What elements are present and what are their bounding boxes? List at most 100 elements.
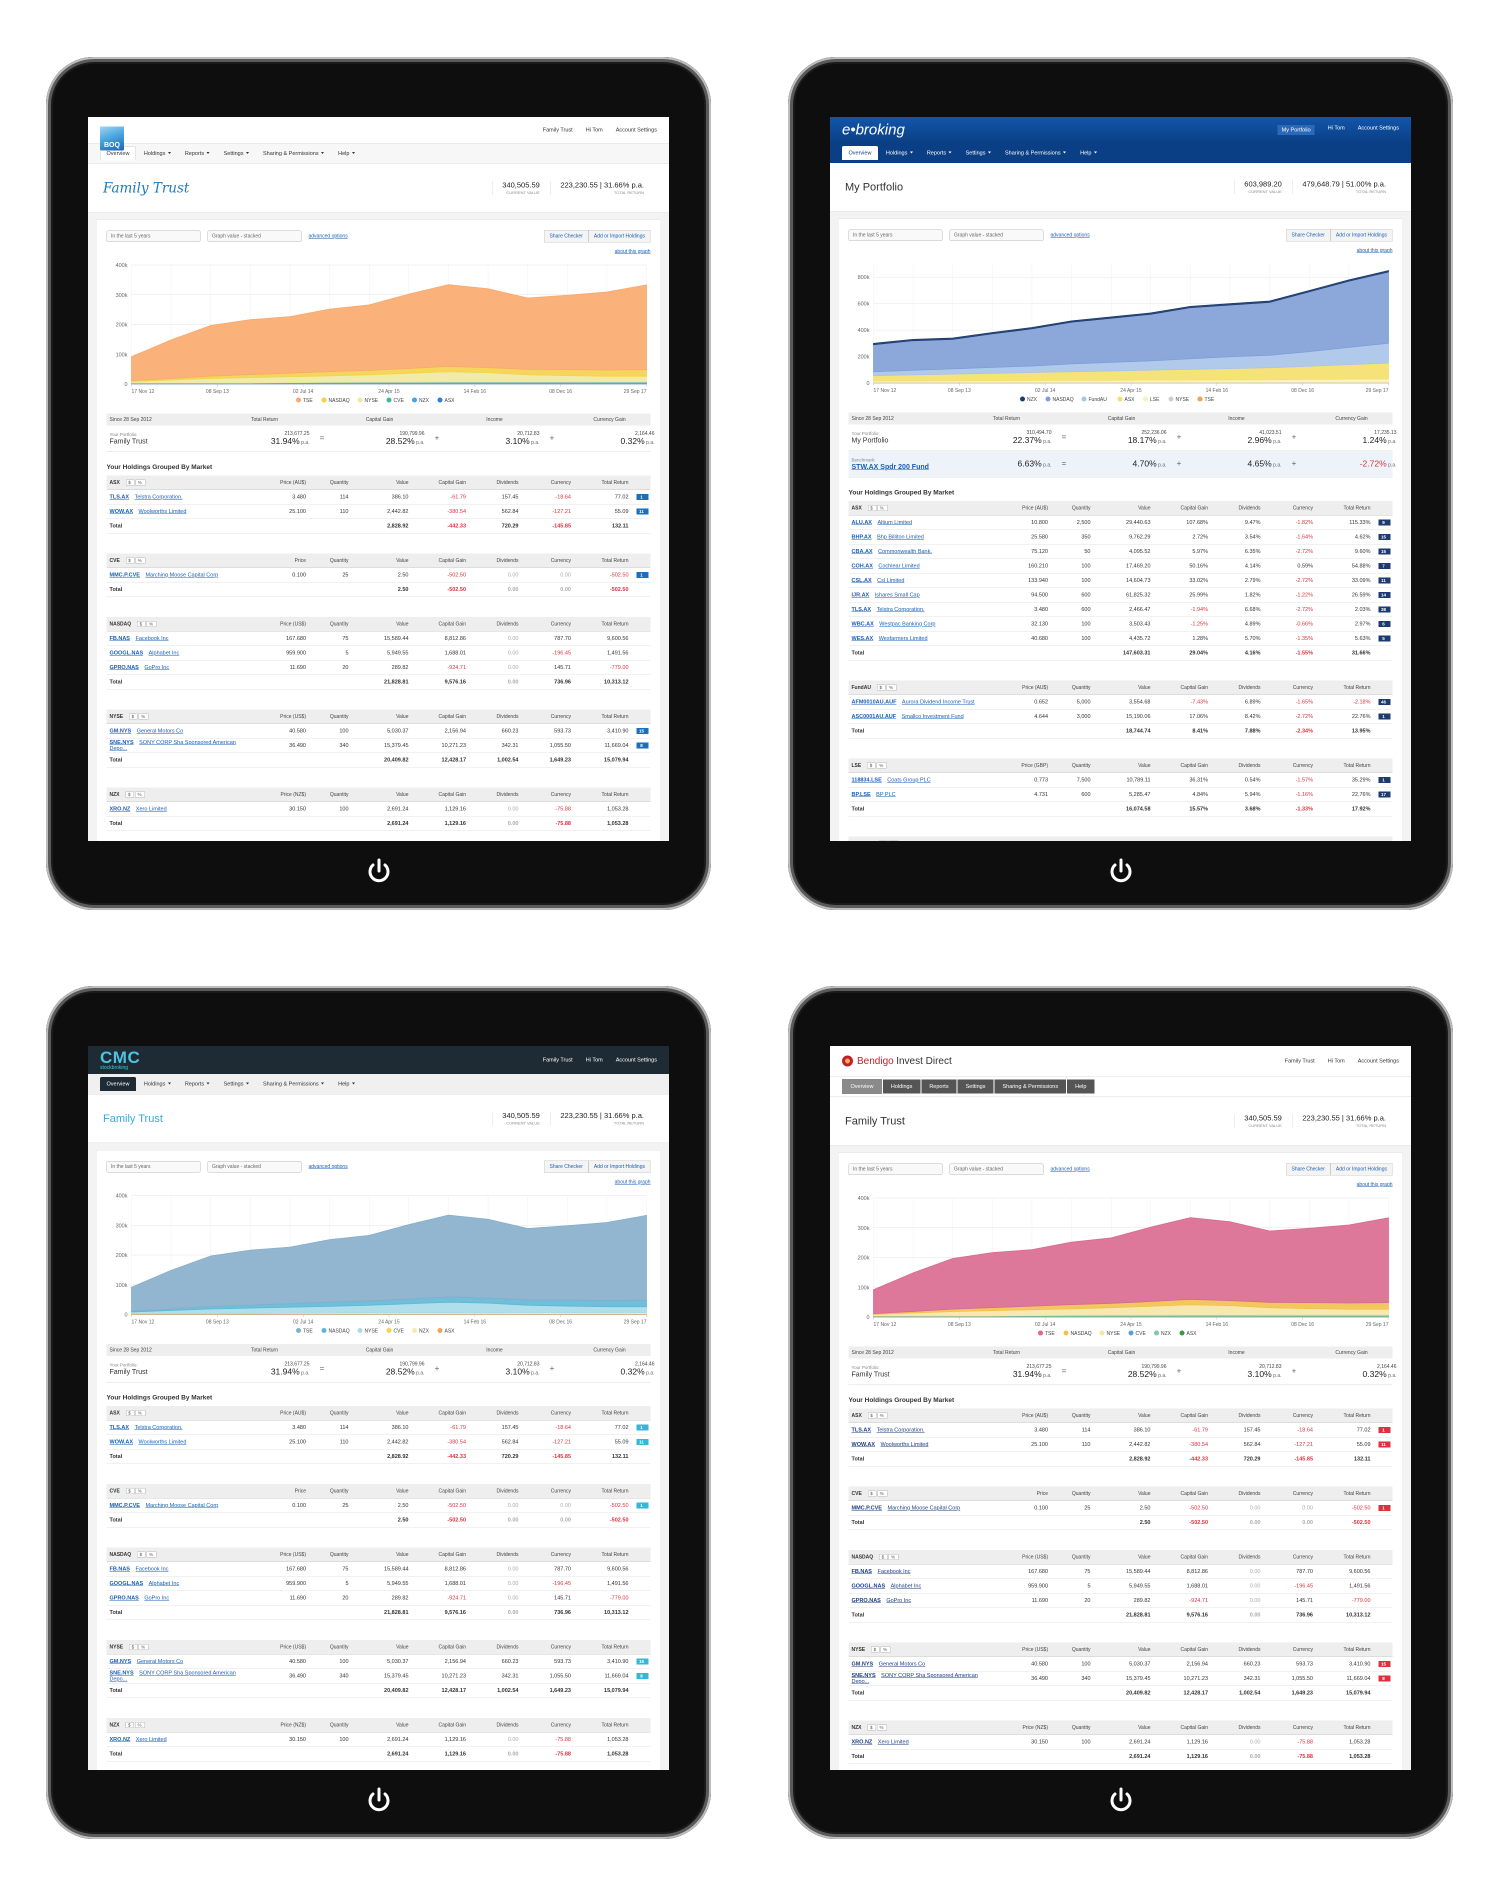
holding-code[interactable]: COH.AX bbox=[851, 563, 873, 569]
column-header[interactable]: Quantity bbox=[1071, 1724, 1091, 1731]
menu-item[interactable]: Account Settings bbox=[615, 127, 657, 133]
nav-tab[interactable]: Sharing & Permissions bbox=[999, 147, 1072, 160]
column-header[interactable]: Quantity bbox=[329, 713, 349, 720]
column-header[interactable]: Quantity bbox=[329, 621, 349, 627]
toggle[interactable]: $ bbox=[879, 1554, 888, 1560]
alert-badge[interactable]: 15 bbox=[1378, 548, 1391, 555]
nav-tab[interactable]: Settings bbox=[218, 1078, 255, 1091]
holding-company[interactable]: Xero Limited bbox=[135, 1736, 167, 1743]
column-header[interactable]: Capital Gain bbox=[1180, 505, 1208, 511]
column-header[interactable]: Dividends bbox=[496, 621, 519, 627]
column-header[interactable]: Price (US$) bbox=[1022, 1646, 1048, 1653]
alert-badge[interactable]: 8 bbox=[1378, 1675, 1391, 1682]
holding-code[interactable]: IJR.AX bbox=[851, 592, 870, 598]
column-header[interactable]: Quantity bbox=[329, 1410, 349, 1416]
holding-company[interactable]: General Motors Co bbox=[136, 728, 184, 734]
holding-company[interactable]: GoPro Inc bbox=[144, 1595, 170, 1601]
column-header[interactable]: Currency bbox=[550, 1644, 571, 1650]
toggle[interactable]: $ bbox=[867, 1724, 877, 1731]
alert-badge[interactable]: 8 bbox=[636, 1673, 649, 1679]
alert-badge[interactable]: 5 bbox=[1378, 635, 1391, 642]
toggle[interactable]: % bbox=[888, 840, 899, 841]
toggle[interactable]: $ bbox=[137, 621, 146, 627]
button[interactable]: Share Checker bbox=[544, 1160, 589, 1173]
column-header[interactable]: Total Return bbox=[1343, 1554, 1371, 1560]
holding-company[interactable]: BP PLC bbox=[876, 791, 896, 798]
advanced-link[interactable]: advanced options bbox=[1050, 1166, 1090, 1172]
select[interactable]: In the last 5 years bbox=[106, 230, 201, 242]
nav-tab[interactable]: Sharing & Permissions bbox=[994, 1079, 1067, 1094]
holding-company[interactable]: Commonwealth Bank. bbox=[878, 548, 932, 555]
column-header[interactable]: Capital Gain bbox=[1180, 684, 1208, 691]
alert-badge[interactable]: 11 bbox=[636, 1439, 649, 1445]
nav-tab[interactable]: Help bbox=[332, 147, 361, 160]
holding-code[interactable]: MMC.P.CVE bbox=[109, 572, 140, 578]
column-header[interactable]: Value bbox=[396, 621, 409, 627]
column-header[interactable]: Quantity bbox=[329, 557, 349, 564]
column-header[interactable]: Quantity bbox=[1071, 505, 1091, 511]
column-header[interactable]: Value bbox=[1138, 1724, 1151, 1731]
column-header[interactable]: Dividends bbox=[1238, 1554, 1261, 1560]
column-header[interactable]: Dividends bbox=[1238, 1412, 1261, 1419]
holding-company[interactable]: Woolworths Limited bbox=[880, 1441, 929, 1448]
holding-code[interactable]: WBC.AX bbox=[851, 621, 874, 627]
button[interactable]: Add or Import Holdings bbox=[588, 229, 651, 243]
holding-company[interactable]: Woolworths Limited bbox=[138, 1439, 187, 1445]
holding-company[interactable]: General Motors Co bbox=[136, 1658, 184, 1665]
column-header[interactable]: Total Return bbox=[601, 479, 629, 486]
holding-code[interactable]: SNE.NYS bbox=[851, 1672, 876, 1679]
column-header[interactable]: Price (NZ$) bbox=[280, 791, 306, 798]
select[interactable]: In the last 5 years bbox=[848, 1163, 943, 1175]
column-header[interactable]: Value bbox=[396, 557, 409, 564]
holding-company[interactable]: Ishares Small Cap bbox=[874, 592, 920, 598]
column-header[interactable]: Total Return bbox=[1343, 1724, 1371, 1731]
alert-badge[interactable]: 14 bbox=[1378, 592, 1391, 598]
holding-code[interactable]: SNE.NYS bbox=[109, 1670, 134, 1676]
alert-badge[interactable]: 11 bbox=[1378, 577, 1391, 584]
about-link[interactable]: about this graph bbox=[1356, 248, 1393, 254]
alert-badge[interactable]: 1 bbox=[636, 494, 649, 500]
menu-item[interactable]: Hi Tom bbox=[1327, 125, 1345, 131]
holding-code[interactable]: TLS.AX bbox=[109, 1424, 130, 1431]
button[interactable]: Share Checker bbox=[544, 229, 589, 243]
holding-company[interactable]: Xero Limited bbox=[135, 806, 167, 812]
toggle[interactable]: $ bbox=[125, 557, 135, 564]
column-header[interactable]: Dividends bbox=[1238, 505, 1261, 511]
toggle[interactable]: % bbox=[138, 1644, 149, 1650]
menu-item[interactable]: Account Settings bbox=[615, 1057, 657, 1063]
column-header[interactable]: Value bbox=[1138, 1554, 1151, 1560]
column-header[interactable]: Quantity bbox=[1071, 1554, 1091, 1560]
alert-badge[interactable]: 1 bbox=[1378, 777, 1391, 783]
column-header[interactable]: Capital Gain bbox=[438, 713, 466, 720]
menu-item[interactable]: Account Settings bbox=[1357, 125, 1399, 131]
column-header[interactable]: Dividends bbox=[1238, 1490, 1261, 1497]
holding-code[interactable]: ASC0001AU.AUF bbox=[851, 713, 897, 720]
column-header[interactable]: Quantity bbox=[1071, 1412, 1091, 1419]
holding-code[interactable]: TLS.AX bbox=[851, 1427, 872, 1433]
nav-tab[interactable]: Overview bbox=[842, 1079, 882, 1094]
holding-code[interactable]: GM.NYS bbox=[109, 728, 132, 734]
holding-code[interactable]: BP.LSE bbox=[851, 791, 871, 798]
menu-item[interactable]: Family Trust bbox=[542, 127, 573, 133]
toggle[interactable]: $ bbox=[867, 505, 877, 511]
column-header[interactable]: Price (AU$) bbox=[1022, 684, 1048, 691]
holding-code[interactable]: TLS.AX bbox=[851, 606, 872, 613]
holding-company[interactable]: Alphabet Inc bbox=[890, 1583, 922, 1589]
column-header[interactable]: Dividends bbox=[496, 557, 519, 564]
column-header[interactable]: Value bbox=[396, 1488, 409, 1494]
menu-item[interactable]: Family Trust bbox=[1284, 1058, 1315, 1064]
column-header[interactable]: Value bbox=[1138, 1412, 1151, 1419]
column-header[interactable]: Currency bbox=[550, 1722, 571, 1728]
column-header[interactable]: Price (US$) bbox=[280, 621, 306, 627]
column-header[interactable]: Price (GBP) bbox=[1021, 762, 1048, 769]
column-header[interactable]: Value bbox=[396, 479, 409, 486]
column-header[interactable]: Currency bbox=[1292, 1554, 1313, 1560]
button[interactable]: Share Checker bbox=[1286, 1162, 1331, 1176]
holding-company[interactable]: Facebook Inc bbox=[135, 635, 169, 642]
holding-company[interactable]: SONY CORP Sha Sponsored American Depo... bbox=[109, 1670, 236, 1682]
column-header[interactable]: Quantity bbox=[329, 791, 349, 798]
holding-code[interactable]: FB.NAS bbox=[109, 1566, 130, 1572]
column-header[interactable]: Total Return bbox=[1343, 762, 1371, 769]
toggle[interactable]: $ bbox=[867, 1490, 877, 1497]
toggle[interactable]: % bbox=[146, 621, 157, 627]
